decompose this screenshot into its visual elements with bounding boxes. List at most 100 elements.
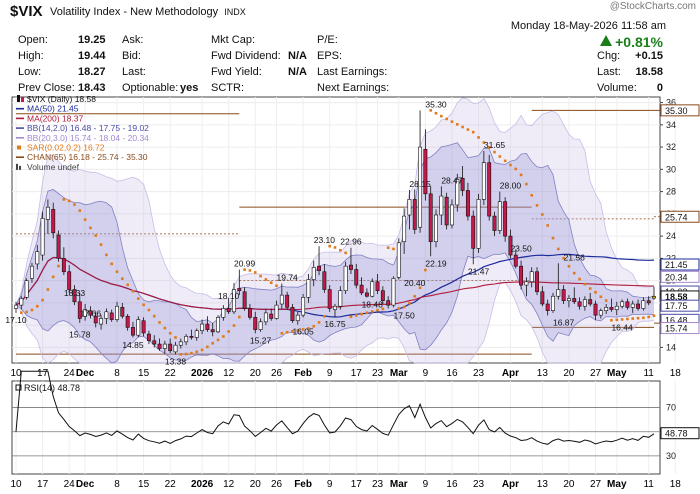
sar-dot bbox=[440, 114, 443, 118]
legend-entry: $VIX (Daily) 18.58 bbox=[27, 94, 96, 104]
candle-body bbox=[492, 215, 497, 231]
quote-label: Chg: bbox=[597, 50, 621, 62]
candle-body bbox=[104, 311, 109, 319]
sar-dot bbox=[238, 315, 241, 319]
candle-body bbox=[450, 204, 454, 226]
sar-dot bbox=[482, 141, 486, 144]
sar-dot bbox=[30, 308, 34, 312]
legend-entry: SAR(0.02,0.2) 16.72 bbox=[27, 143, 105, 153]
rsi-tag-box bbox=[660, 427, 700, 440]
time-tick-label: 23 bbox=[372, 368, 384, 379]
legend-candle-icon bbox=[21, 97, 24, 102]
sar-dot bbox=[354, 314, 358, 317]
price-tick-label: 36 bbox=[666, 98, 676, 108]
rsi-time-tick-label: 18 bbox=[670, 479, 682, 490]
candle-body bbox=[146, 333, 151, 342]
rsi-panel-frame bbox=[11, 380, 661, 475]
candle-body bbox=[295, 314, 300, 322]
candle-body bbox=[439, 195, 444, 216]
quote-label: Mkt Cap: bbox=[211, 34, 256, 46]
sar-dot bbox=[434, 111, 438, 115]
candle-body bbox=[641, 300, 646, 309]
sar-dot bbox=[285, 330, 289, 334]
price-annotation: 15.78 bbox=[69, 330, 91, 340]
time-tick-label: Mar bbox=[390, 368, 408, 379]
time-tick-label: 10 bbox=[10, 368, 22, 379]
candle-body bbox=[274, 304, 279, 319]
candle-body bbox=[593, 303, 598, 316]
rsi-tag-label: 48.78 bbox=[665, 429, 688, 439]
candle-body bbox=[402, 215, 407, 242]
rsi-time-tick-label: Dec bbox=[76, 479, 95, 490]
sar-dot bbox=[264, 278, 268, 281]
sar-dot bbox=[583, 282, 587, 286]
sar-dot bbox=[546, 224, 549, 227]
candle-body bbox=[535, 271, 539, 293]
sar-dot bbox=[477, 136, 480, 139]
time-tick-label: 17 bbox=[37, 368, 49, 379]
candle-body bbox=[194, 330, 199, 338]
candle-body bbox=[349, 264, 353, 270]
exchange: INDX bbox=[224, 7, 246, 17]
rsi-time-tick-label: Mar bbox=[390, 479, 408, 490]
rsi-time-tick-label: 11 bbox=[643, 479, 654, 490]
price-annotation: 13.38 bbox=[165, 356, 187, 366]
sar-dot bbox=[647, 315, 650, 319]
sar-dot bbox=[25, 310, 28, 314]
quote-label: Fwd Dividend: bbox=[211, 50, 281, 62]
rsi-tick-label: 30 bbox=[666, 451, 676, 461]
candle-body bbox=[636, 303, 640, 309]
change-percent-value: +0.81% bbox=[615, 34, 663, 50]
rsi-time-tick-label: May bbox=[607, 479, 627, 490]
sar-dot bbox=[67, 199, 71, 203]
candle-body bbox=[428, 193, 433, 242]
candle-body bbox=[61, 258, 66, 273]
sar-dot bbox=[567, 264, 571, 268]
candle-body bbox=[598, 310, 603, 316]
rsi-time-tick-label: 27 bbox=[590, 479, 602, 490]
candle-body bbox=[322, 271, 327, 290]
quote-label: Volume: bbox=[597, 82, 637, 94]
candle-body bbox=[556, 289, 561, 297]
quote-label: Optionable: bbox=[122, 82, 179, 94]
legend-entry: BB(14,2.0) 16.48 - 17.75 - 19.02 bbox=[27, 123, 149, 133]
sar-dot bbox=[73, 203, 76, 206]
sar-dot bbox=[498, 155, 502, 158]
sar-dot bbox=[35, 304, 39, 308]
candle-body bbox=[407, 199, 412, 216]
sar-dot bbox=[222, 335, 225, 338]
legend-entry: Volume undef bbox=[27, 162, 80, 172]
candle-body bbox=[77, 301, 82, 319]
price-annotation: 15.27 bbox=[250, 335, 272, 345]
sar-dot bbox=[466, 128, 470, 131]
sar-dot bbox=[126, 283, 129, 287]
bb-14-2-upper bbox=[15, 142, 655, 324]
candle-body bbox=[364, 292, 369, 297]
sar-dot bbox=[594, 291, 597, 294]
price-tag-box bbox=[660, 104, 700, 117]
candle-body bbox=[253, 317, 258, 330]
sar-dot bbox=[365, 311, 369, 315]
rsi-time-tick-label: 9 bbox=[327, 479, 333, 490]
candle-body bbox=[359, 284, 364, 294]
change-percent: +0.81% bbox=[600, 34, 663, 50]
price-tag-box bbox=[660, 322, 700, 335]
rsi-time-tick-label: 20 bbox=[250, 479, 262, 490]
price-annotation: 21.47 bbox=[468, 266, 490, 276]
candle-body bbox=[497, 201, 502, 231]
sar-dot bbox=[99, 243, 103, 246]
candle-body bbox=[269, 313, 274, 319]
sar-dot bbox=[131, 289, 135, 293]
rsi-time-tick-label: 13 bbox=[537, 479, 549, 490]
time-tick-label: 17 bbox=[351, 368, 363, 379]
sar-dot bbox=[94, 234, 98, 237]
time-tick-label: 16 bbox=[446, 368, 458, 379]
sar-dot bbox=[78, 209, 82, 212]
quote-value: 18.58 bbox=[635, 66, 663, 78]
sar-dot bbox=[541, 213, 544, 216]
rsi-time-tick-label: 2026 bbox=[191, 479, 214, 490]
quote-label: Open: bbox=[18, 34, 48, 46]
price-annotation: 16.87 bbox=[553, 317, 575, 327]
candle-body bbox=[141, 320, 146, 334]
candle-body bbox=[51, 209, 56, 234]
